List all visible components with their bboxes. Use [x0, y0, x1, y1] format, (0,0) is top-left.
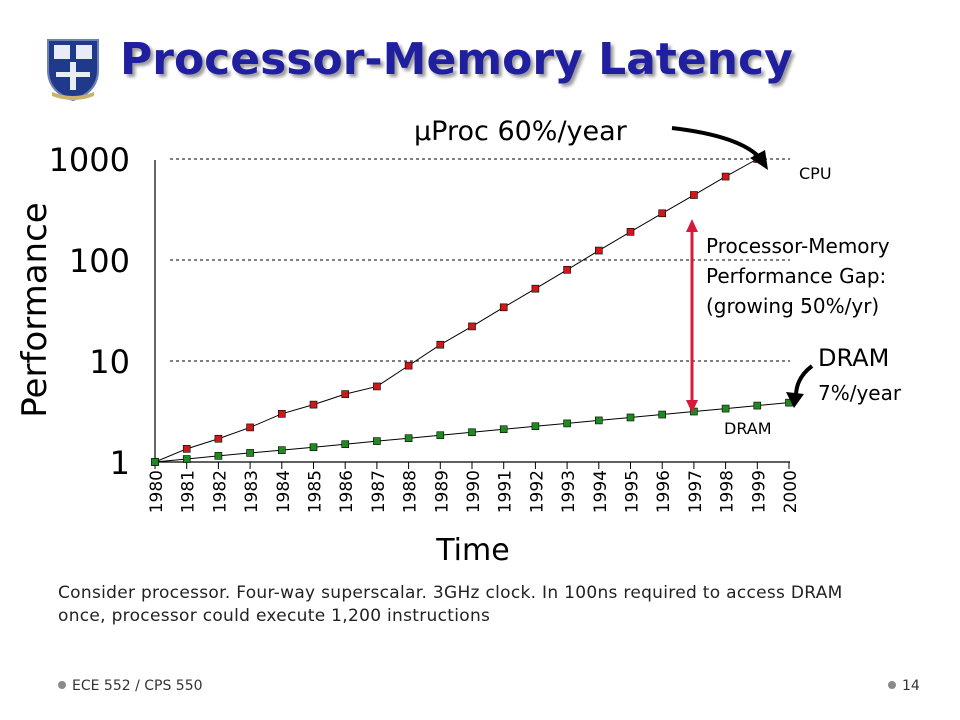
- footer-bullet: [58, 681, 66, 689]
- data-point-cpu: [182, 445, 191, 453]
- x-tick-label: 1998: [718, 470, 738, 513]
- dram-label: DRAM: [724, 419, 772, 438]
- data-point-dram: [563, 419, 571, 428]
- gap-annotation-line1: Processor-Memory: [706, 234, 890, 258]
- x-axis-label: Time: [435, 533, 509, 568]
- x-tick-label: 1980: [147, 470, 167, 513]
- cpu-label: CPU: [799, 164, 832, 183]
- data-point-cpu: [594, 246, 603, 255]
- data-point-cpu: [214, 434, 223, 443]
- gap-annotation-line2: Performance Gap:: [706, 264, 886, 288]
- data-point-dram: [626, 413, 635, 422]
- gap-arrowhead-bottom: [686, 400, 698, 413]
- data-point-cpu: [690, 191, 698, 199]
- y-tick-label: 100: [69, 242, 130, 280]
- data-point-cpu: [658, 209, 667, 218]
- data-point-dram: [309, 443, 318, 452]
- x-tick-label: 1999: [749, 470, 769, 513]
- x-tick-label: 1993: [559, 470, 579, 513]
- cpu-pointer-arrowhead: [750, 150, 768, 170]
- x-tick-label: 1986: [337, 470, 357, 513]
- data-point-cpu: [373, 382, 381, 391]
- dram-pointer-arrow: [794, 364, 814, 397]
- footer-course: ECE 552 / CPS 550: [58, 678, 203, 694]
- x-tick-label: 1982: [210, 470, 230, 513]
- data-point-dram: [721, 404, 730, 413]
- x-tick-label: 1988: [401, 470, 421, 513]
- x-tick-label: 1990: [464, 470, 484, 513]
- y-tick-label: 1000: [49, 141, 130, 179]
- data-point-cpu: [468, 322, 476, 331]
- x-tick-label: 1985: [306, 470, 326, 513]
- page-number: 14: [902, 678, 920, 694]
- data-point-dram: [499, 425, 508, 434]
- data-point-dram: [468, 428, 476, 437]
- data-point-cpu: [436, 340, 445, 349]
- dram-rate-annotation: 7%/year: [818, 381, 902, 405]
- data-point-dram: [373, 437, 381, 445]
- footer-page: 14: [888, 678, 920, 694]
- x-tick-label: 1987: [369, 470, 389, 513]
- gap-arrowhead-top: [686, 219, 698, 232]
- data-point-dram: [246, 449, 254, 457]
- x-tick-label: 1984: [274, 470, 294, 513]
- data-point-cpu: [499, 303, 508, 312]
- data-point-cpu: [246, 423, 254, 432]
- data-point-dram: [341, 440, 350, 449]
- cpu-rate-annotation: µProc 60%/year: [414, 116, 628, 147]
- data-point-cpu: [626, 228, 635, 236]
- data-point-cpu: [531, 284, 540, 293]
- y-axis-label: Performance: [15, 202, 55, 417]
- x-tick-label: 1981: [179, 470, 199, 513]
- data-point-dram: [658, 410, 667, 419]
- data-point-dram: [151, 458, 159, 466]
- data-point-cpu: [341, 390, 350, 398]
- data-point-dram: [214, 452, 223, 460]
- slide-title: Processor-Memory Latency: [120, 34, 793, 85]
- x-tick-label: 2000: [781, 470, 801, 513]
- data-point-dram: [404, 434, 413, 443]
- x-tick-label: 1991: [496, 470, 516, 513]
- data-point-cpu: [563, 265, 571, 274]
- gap-annotation-line3: (growing 50%/yr): [706, 294, 879, 318]
- data-point-dram: [594, 416, 603, 425]
- data-point-cpu: [404, 361, 413, 370]
- data-point-cpu: [277, 410, 286, 418]
- footer-bullet: [888, 681, 896, 689]
- x-tick-label: 1992: [527, 470, 547, 513]
- data-point-dram: [277, 446, 286, 454]
- cpu-pointer-arrow: [671, 126, 762, 160]
- dram-pointer-arrowhead: [786, 392, 804, 408]
- data-point-dram: [753, 401, 762, 410]
- x-tick-label: 1997: [686, 470, 706, 513]
- data-point-dram: [436, 431, 445, 440]
- data-point-dram: [182, 455, 191, 463]
- footer-course-label: ECE 552 / CPS 550: [72, 678, 203, 694]
- y-tick-label: 1: [110, 444, 130, 482]
- footnote-text: Consider processor. Four-way superscalar…: [58, 583, 843, 626]
- x-tick-label: 1996: [654, 470, 674, 513]
- x-tick-label: 1989: [432, 470, 452, 513]
- data-point-cpu: [721, 172, 730, 181]
- y-tick-label: 10: [89, 343, 130, 381]
- series-line-cpu: [154, 158, 758, 463]
- x-tick-label: 1995: [623, 470, 643, 513]
- dram-rate-title: DRAM: [818, 344, 889, 372]
- data-point-dram: [531, 422, 540, 431]
- university-shield-logo: [44, 36, 102, 102]
- data-point-cpu: [309, 400, 318, 409]
- x-tick-label: 1994: [591, 470, 611, 513]
- x-tick-label: 1983: [242, 470, 262, 513]
